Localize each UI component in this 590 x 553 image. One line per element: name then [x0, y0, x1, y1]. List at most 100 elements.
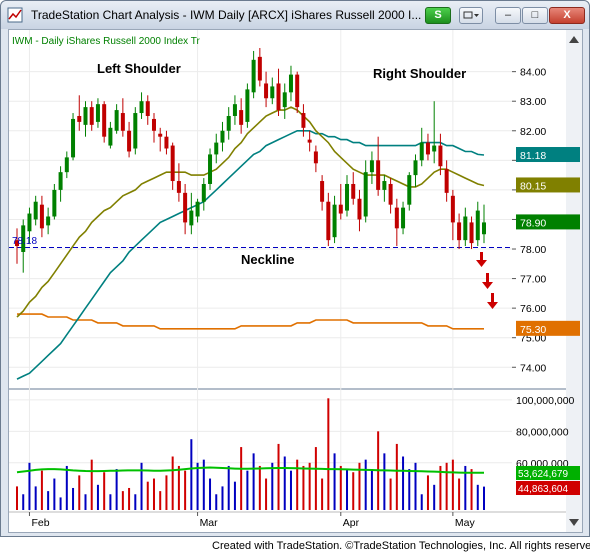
- volume-bar: [140, 462, 143, 510]
- candle-body: [345, 183, 350, 211]
- candle-body: [282, 92, 287, 108]
- vertical-scrollbar[interactable]: [566, 30, 582, 532]
- copyright-caption: Created with TradeStation. ©TradeStation…: [212, 540, 590, 552]
- price-candle: [114, 104, 119, 134]
- candle-body: [407, 175, 412, 205]
- candle-body: [95, 104, 100, 122]
- scroll-down-icon[interactable]: [569, 519, 579, 526]
- price-candle: [176, 163, 181, 202]
- price-candle: [444, 160, 449, 202]
- volume-bar: [240, 447, 243, 510]
- candle-body: [108, 127, 113, 146]
- month-tick-label: Feb: [31, 517, 49, 529]
- volume-bar: [152, 478, 155, 510]
- volume-bar: [121, 491, 124, 510]
- price-candle: [363, 160, 368, 223]
- price-candle: [164, 130, 169, 155]
- price-candle: [220, 121, 225, 152]
- candle-body: [158, 133, 163, 137]
- candle-body: [89, 107, 94, 125]
- candle-body: [264, 83, 269, 99]
- down-arrow-icon: [476, 252, 487, 267]
- price-candle: [450, 189, 455, 241]
- price-candle: [357, 189, 362, 232]
- volume-badge: [516, 466, 580, 480]
- volume-bar: [221, 486, 224, 510]
- volume-bar: [109, 494, 112, 510]
- candle-body: [369, 160, 374, 173]
- candle-body: [176, 181, 181, 193]
- volume-bar: [364, 459, 367, 510]
- candle-body: [33, 201, 38, 220]
- price-candle: [95, 98, 100, 128]
- volume-bar: [289, 470, 292, 510]
- price-candle: [401, 201, 406, 235]
- volume-bar: [103, 472, 106, 510]
- chart-area[interactable]: 74.00 75.00 76.00 77.00 78.00 82.00 83.00 84.00…: [8, 29, 583, 533]
- volume-bar: [28, 462, 31, 510]
- volume-bar: [445, 462, 448, 510]
- long-moving-average-line: [17, 313, 484, 330]
- candle-body: [444, 169, 449, 193]
- strategy-s-button[interactable]: S: [425, 7, 451, 24]
- volume-bar: [420, 494, 423, 510]
- candle-body: [307, 139, 312, 143]
- price-volume-chart[interactable]: 74.0075.0076.0077.0078.0082.0083.0084.00…: [9, 30, 582, 532]
- price-candle: [245, 83, 250, 128]
- price-tick-label: 76.00: [520, 303, 546, 315]
- right-shoulder-label: Right Shoulder: [373, 66, 466, 81]
- scroll-up-icon[interactable]: [569, 36, 579, 43]
- maximize-button[interactable]: □: [522, 7, 548, 24]
- price-candle: [139, 92, 144, 119]
- price-candle: [46, 207, 51, 235]
- price-candle: [251, 50, 256, 99]
- price-candle: [226, 107, 231, 140]
- price-tick-label: 82.00: [520, 126, 546, 138]
- price-badge: [516, 147, 580, 163]
- volume-bar: [78, 475, 81, 510]
- volume-bar: [165, 475, 168, 510]
- candle-body: [270, 86, 275, 99]
- candle-body: [39, 204, 44, 229]
- candle-body: [164, 136, 169, 149]
- candle-body: [102, 104, 107, 137]
- volume-bar: [433, 484, 436, 510]
- window-menu-button[interactable]: [459, 7, 483, 24]
- candle-body: [357, 198, 362, 220]
- candle-body: [120, 113, 125, 131]
- candle-body: [376, 160, 381, 190]
- title-bar[interactable]: TradeStation Chart Analysis - IWM Daily …: [1, 1, 589, 29]
- candle-body: [457, 222, 462, 241]
- volume-bar: [352, 472, 355, 510]
- volume-bar: [159, 491, 162, 510]
- downside-projection-arrows: [476, 252, 498, 309]
- volume-bar: [90, 459, 93, 510]
- price-candle: [102, 101, 107, 143]
- price-candle: [83, 101, 88, 137]
- volume-bar: [327, 398, 330, 510]
- price-candle: [320, 175, 325, 211]
- price-candle: [39, 195, 44, 238]
- candle-body: [425, 142, 430, 155]
- price-candle: [469, 216, 474, 250]
- volume-bar: [22, 494, 25, 510]
- volume-bar: [34, 486, 37, 510]
- volume-bar: [333, 453, 336, 510]
- candle-body: [139, 101, 144, 114]
- volume-bar: [271, 462, 274, 510]
- down-arrow-icon: [482, 273, 493, 289]
- volume-bar: [402, 456, 405, 510]
- price-candle: [270, 77, 275, 105]
- candle-body: [450, 195, 455, 223]
- price-badge-label: 78.90: [520, 217, 546, 229]
- price-candle: [282, 83, 287, 119]
- close-button[interactable]: X: [549, 7, 585, 24]
- price-candle: [376, 136, 381, 196]
- price-candle: [170, 142, 175, 190]
- volume-bar: [252, 453, 255, 510]
- volume-bar: [277, 443, 280, 510]
- candle-body: [189, 210, 194, 226]
- price-candle: [388, 178, 393, 214]
- minimize-button[interactable]: –: [495, 7, 521, 24]
- candle-body: [251, 59, 256, 93]
